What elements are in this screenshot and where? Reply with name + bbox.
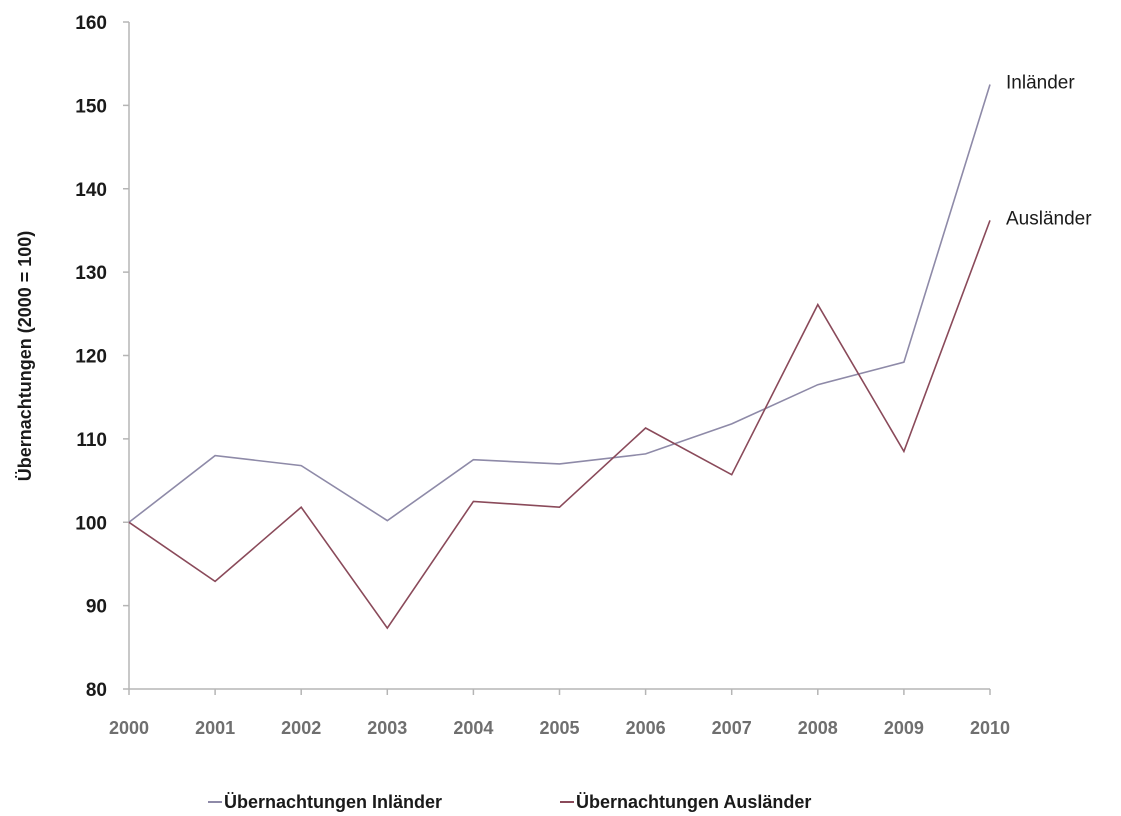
x-tick-label: 2007 [712,718,752,738]
x-tick-label: 2008 [798,718,838,738]
y-tick-label: 130 [75,263,107,284]
y-tick-label: 140 [75,180,107,201]
y-tick-label: 150 [75,96,107,117]
series-line-inlaender [128,84,991,523]
y-axis: 80 90 100 110 120 130 140 150 160 [75,13,130,701]
x-tick-label: 2001 [195,718,235,738]
x-tick-label: 2002 [281,718,321,738]
x-tick-label: 2005 [539,718,579,738]
series-lines [128,84,991,630]
series-end-label: Ausländer [1006,208,1092,229]
y-tick-label: 110 [76,430,107,451]
y-tick-label: 80 [86,680,107,701]
legend: Übernachtungen Inländer Übernachtungen Au… [208,792,811,812]
x-tick-label: 2009 [884,718,924,738]
x-tick-label: 2006 [626,718,666,738]
x-tick-label: 2004 [453,718,493,738]
legend-entry: Übernachtungen Ausländer [576,792,811,812]
x-tick-label: 2003 [367,718,407,738]
legend-entry: Übernachtungen Inländer [224,792,442,812]
series-end-labels: Inländer Ausländer [1006,73,1092,230]
y-tick-label: 120 [75,347,107,368]
y-tick-label: 160 [75,13,107,34]
series-line-auslaender [128,220,991,630]
y-axis-title: Übernachtungen (2000 = 100) [15,231,35,482]
y-tick-label: 100 [75,513,107,534]
y-tick-label: 90 [86,597,107,618]
series-end-label: Inländer [1006,73,1075,94]
x-axis: 2000 2001 2002 2003 2004 2005 2006 2007 2008 2009… [109,688,1010,738]
x-tick-label: 2010 [970,718,1010,738]
x-tick-label: 2000 [109,718,149,738]
